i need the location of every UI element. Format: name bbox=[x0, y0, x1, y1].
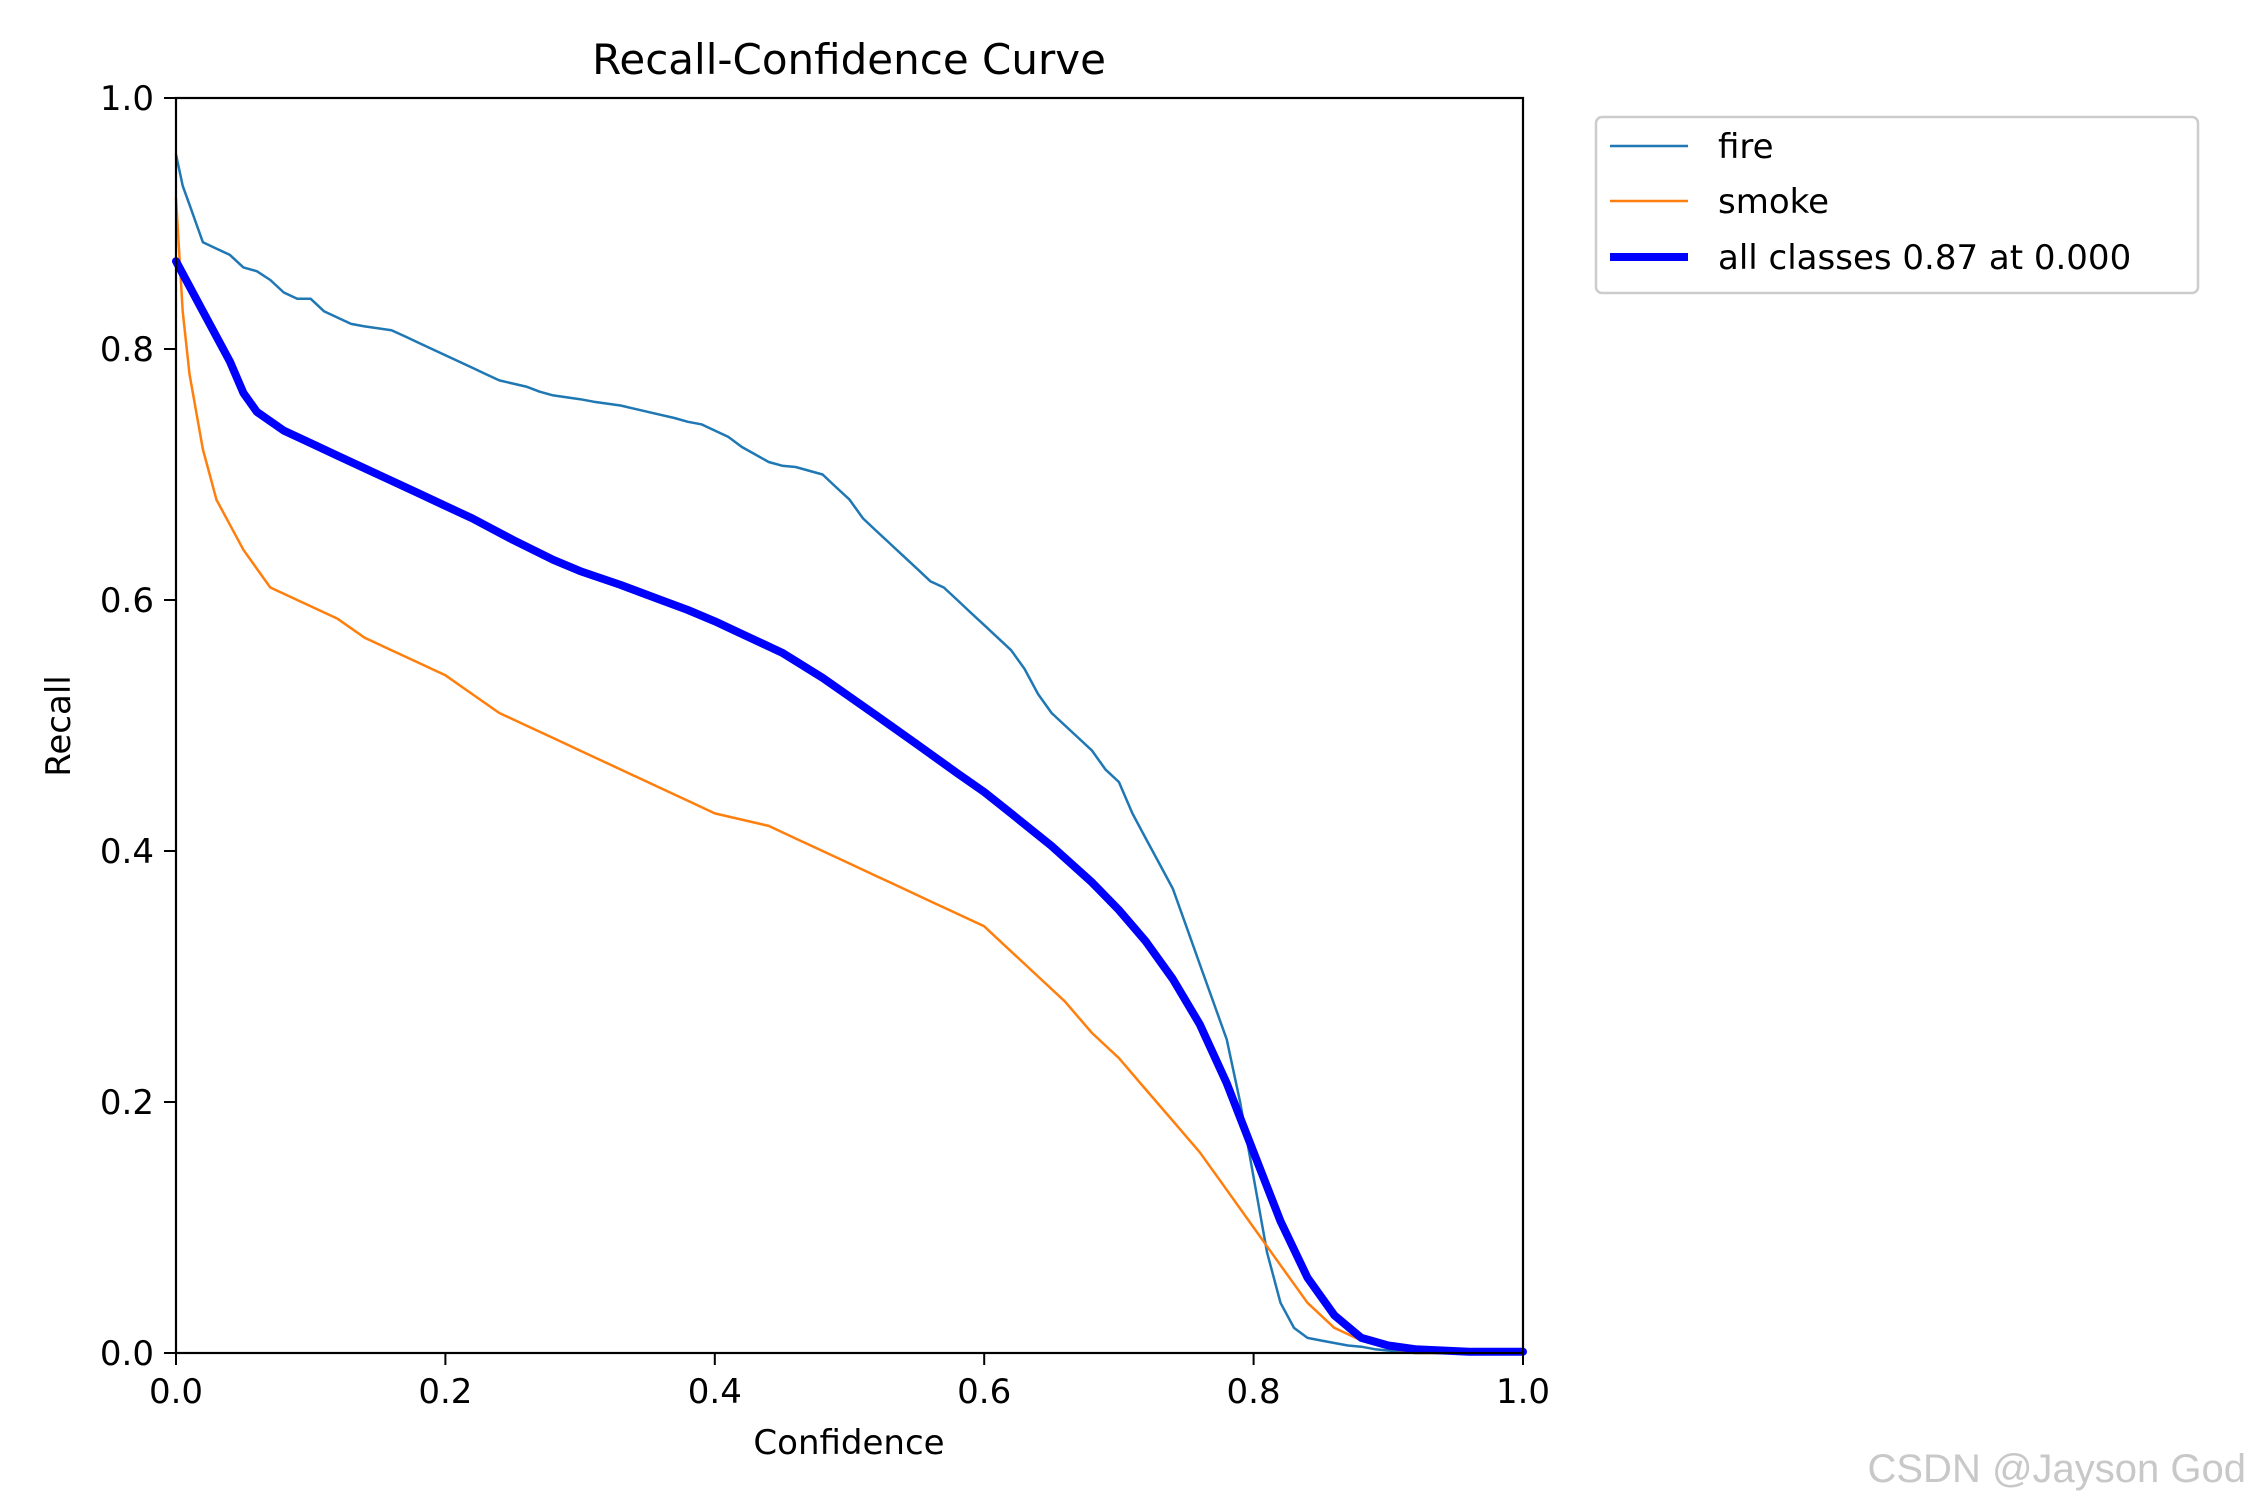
legend-label-all-classes: all classes 0.87 at 0.000 bbox=[1718, 238, 2131, 278]
legend-label-fire: fire bbox=[1718, 127, 1774, 167]
x-tick-label: 0.0 bbox=[149, 1372, 203, 1412]
chart-title: Recall-Confidence Curve bbox=[592, 35, 1106, 84]
legend: fire smoke all classes 0.87 at 0.000 bbox=[1594, 115, 2200, 295]
x-tick-label: 0.2 bbox=[418, 1372, 472, 1412]
x-tick-label: 0.6 bbox=[957, 1372, 1011, 1412]
y-tick-label: 0.0 bbox=[100, 1334, 154, 1374]
y-tick-label: 0.4 bbox=[100, 832, 154, 872]
x-axis-ticks: 0.0 0.2 0.4 0.6 0.8 1.0 bbox=[149, 1353, 1550, 1412]
y-axis-ticks: 0.0 0.2 0.4 0.6 0.8 1.0 bbox=[100, 79, 176, 1374]
y-tick-label: 0.8 bbox=[100, 330, 154, 370]
y-axis-label: Recall bbox=[39, 675, 79, 776]
legend-box bbox=[1594, 115, 2200, 295]
csdn-watermark: CSDN @Jayson God bbox=[1867, 1447, 2246, 1491]
x-tick-label: 0.8 bbox=[1227, 1372, 1281, 1412]
x-tick-label: 1.0 bbox=[1496, 1372, 1550, 1412]
series-line-fire bbox=[174, 153, 1525, 1355]
series-line-all bbox=[172, 257, 1527, 1356]
plot-frame bbox=[174, 96, 1525, 1355]
x-axis-label: Confidence bbox=[753, 1423, 944, 1463]
series-line-smoke bbox=[174, 197, 1525, 1355]
legend-label-smoke: smoke bbox=[1718, 182, 1829, 222]
y-tick-label: 0.2 bbox=[100, 1083, 154, 1123]
x-tick-label: 0.4 bbox=[688, 1372, 742, 1412]
y-tick-label: 0.6 bbox=[100, 581, 154, 621]
plot-series-group bbox=[172, 153, 1527, 1356]
y-tick-label: 1.0 bbox=[100, 79, 154, 119]
